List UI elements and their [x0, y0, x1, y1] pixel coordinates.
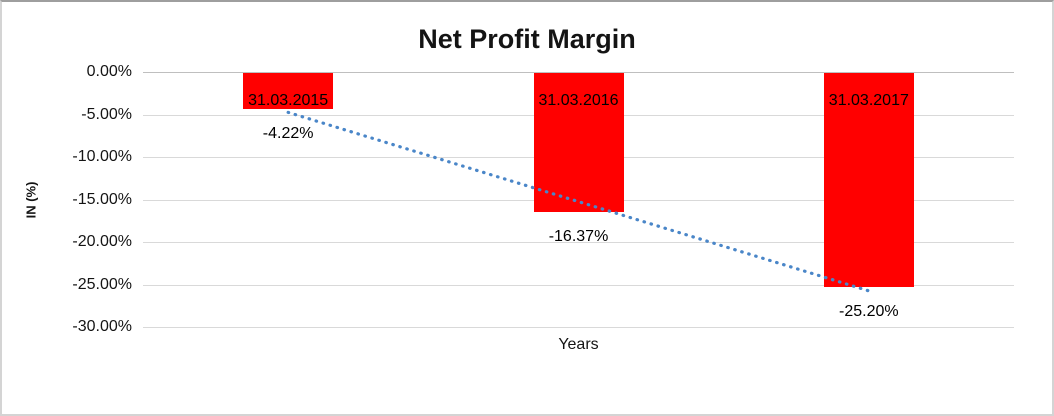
y-tick-label: -20.00% [72, 233, 132, 250]
plot-area: 31.03.2015 -4.22% 31.03.2016 -16.37% 31.03.2… [143, 72, 1014, 328]
bar-category-label: 31.03.2015 [248, 92, 329, 109]
trendline [286, 110, 871, 293]
bar [243, 73, 334, 109]
bar-value-label: -16.37% [548, 228, 609, 246]
y-tick-label: -30.00% [72, 318, 132, 335]
bar-value-label: -4.22% [262, 124, 314, 142]
bar [533, 73, 624, 213]
bar-value-label: -25.20% [839, 303, 899, 321]
gridline [143, 242, 1014, 243]
y-tick-label: 0.00% [86, 63, 132, 80]
y-tick-label: -10.00% [72, 148, 132, 165]
y-tick-label: -15.00% [72, 190, 132, 208]
y-tick-label: -5.00% [81, 105, 132, 123]
y-tick-label: -25.00% [72, 275, 132, 293]
chart-title: Net Profit Margin [418, 24, 636, 54]
bar-category-label: 31.03.2016 [538, 92, 619, 109]
gridline [143, 284, 1014, 286]
bar [823, 73, 914, 288]
bar-category-label: 31.03.2017 [828, 92, 909, 109]
x-axis-title: Years [558, 336, 599, 353]
zero-gridline [143, 72, 1014, 73]
gridline [143, 327, 1014, 328]
